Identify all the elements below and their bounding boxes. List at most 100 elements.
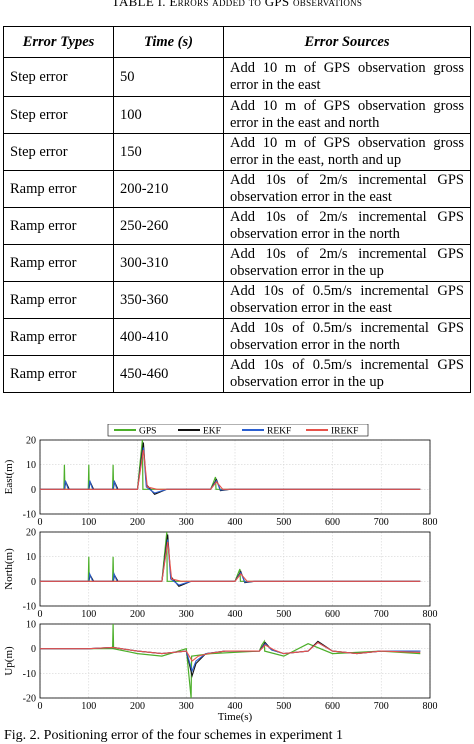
cell-error-source: Add 10s of 2m/s incremental GPS observat… <box>223 244 471 282</box>
series-line-ekf <box>40 442 421 495</box>
x-tick-label: 800 <box>423 701 438 712</box>
x-tick-label: 400 <box>228 517 243 528</box>
x-tick-label: 800 <box>423 609 438 620</box>
cell-error-type: Ramp error <box>3 170 114 208</box>
x-tick-label: 100 <box>81 517 96 528</box>
series-line-irekf <box>40 449 421 490</box>
series-line-rekf <box>40 447 421 494</box>
cell-error-source: Add 10s of 0.5m/s incremental GPS observ… <box>223 355 471 393</box>
plot-frame <box>39 623 431 699</box>
cell-error-source: Add 10s of 2m/s incremental GPS observat… <box>223 207 471 245</box>
x-tick-label: 700 <box>374 609 389 620</box>
table-row: Ramp error 200-210 Add 10s of 2m/s incre… <box>3 170 471 208</box>
x-tick-label: 700 <box>374 517 389 528</box>
plot-frame <box>39 531 431 607</box>
y-tick-label: 10 <box>26 620 36 631</box>
table-row: Ramp error 450-460 Add 10s of 0.5m/s inc… <box>3 355 471 393</box>
legend-label: IREKF <box>331 427 358 437</box>
x-tick-label: 200 <box>130 701 145 712</box>
figure-plots: 0 100 200 300 400 500 600 700 800 -10 0 10 20 East(m)… <box>0 423 474 724</box>
y-tick-label: -10 <box>23 510 36 521</box>
y-axis-label: East(m) <box>3 459 15 494</box>
cell-time: 400-410 <box>113 318 224 356</box>
x-axis-label: Time(s) <box>218 711 253 723</box>
cell-error-source: Add 10s of 0.5m/s incremental GPS observ… <box>223 318 471 356</box>
cell-time: 300-310 <box>113 244 224 282</box>
series-line-irekf <box>40 541 421 582</box>
cell-error-source: Add 10 m of GPS observation gross error … <box>223 96 471 134</box>
y-tick-label: 10 <box>26 460 36 471</box>
legend-label: GPS <box>139 427 156 437</box>
x-tick-label: 500 <box>276 609 291 620</box>
cell-time: 50 <box>113 57 224 97</box>
x-tick-label: 0 <box>38 701 43 712</box>
y-tick-label: 0 <box>31 644 36 655</box>
plot-frame <box>39 439 431 515</box>
figure-caption: Fig. 2. Positioning error of the four sc… <box>4 728 344 743</box>
x-tick-label: 600 <box>325 517 340 528</box>
y-tick-label: -10 <box>23 602 36 613</box>
cell-error-source: Add 10s of 2m/s incremental GPS observat… <box>223 170 471 208</box>
table-row: Ramp error 350-360 Add 10s of 0.5m/s inc… <box>3 281 471 319</box>
y-tick-label: 10 <box>26 552 36 563</box>
x-tick-label: 800 <box>423 517 438 528</box>
cell-time: 200-210 <box>113 170 224 208</box>
table-row: Ramp error 250-260 Add 10s of 2m/s incre… <box>3 207 471 245</box>
header-time: Time (s) <box>113 26 224 58</box>
x-tick-label: 600 <box>325 701 340 712</box>
series-line-ekf <box>40 640 421 678</box>
x-tick-label: 300 <box>179 517 194 528</box>
legend-box <box>107 423 369 437</box>
header-error-types: Error Types <box>3 26 114 58</box>
y-tick-label: -20 <box>23 694 36 705</box>
x-tick-label: 200 <box>130 517 145 528</box>
series-line-gps <box>40 623 421 699</box>
table-row: Ramp error 400-410 Add 10s of 0.5m/s inc… <box>3 318 471 356</box>
cell-time: 450-460 <box>113 355 224 393</box>
y-tick-label: 20 <box>26 528 36 539</box>
x-tick-label: 100 <box>81 609 96 620</box>
cell-error-source: Add 10 m of GPS observation gross error … <box>223 57 471 97</box>
x-tick-label: 100 <box>81 701 96 712</box>
error-table: Error Types Time (s) Error Sources Step … <box>3 26 471 393</box>
table-row: Ramp error 300-310 Add 10s of 2m/s incre… <box>3 244 471 282</box>
x-tick-label: 300 <box>179 609 194 620</box>
cell-time: 150 <box>113 133 224 171</box>
cell-error-type: Ramp error <box>3 355 114 393</box>
series-line-ekf <box>40 534 421 587</box>
x-tick-label: 200 <box>130 609 145 620</box>
series-line-rekf <box>40 539 421 586</box>
table-row: Step error 50 Add 10 m of GPS observatio… <box>3 57 471 97</box>
table-caption: TABLE I. Errors added to GPS observation… <box>111 0 363 9</box>
cell-error-type: Step error <box>3 133 114 171</box>
cell-time: 250-260 <box>113 207 224 245</box>
y-axis-label: North(m) <box>3 548 15 590</box>
y-tick-label: 0 <box>31 485 36 496</box>
cell-error-source: Add 10 m of GPS observation gross error … <box>223 133 471 171</box>
cell-time: 100 <box>113 96 224 134</box>
cell-error-type: Ramp error <box>3 207 114 245</box>
y-tick-label: 0 <box>31 577 36 588</box>
x-tick-label: 400 <box>228 609 243 620</box>
cell-error-type: Step error <box>3 57 114 97</box>
series-line-irekf <box>40 641 421 662</box>
x-tick-label: 700 <box>374 701 389 712</box>
x-tick-label: 0 <box>38 609 43 620</box>
cell-error-type: Ramp error <box>3 281 114 319</box>
plots-svg: 0 100 200 300 400 500 600 700 800-1001020East(m)… <box>3 423 438 723</box>
table-header-row: Error Types Time (s) Error Sources <box>3 26 471 58</box>
x-tick-label: 500 <box>276 517 291 528</box>
header-error-sources: Error Sources <box>223 26 471 58</box>
legend-label: EKF <box>203 427 221 437</box>
x-tick-label: 300 <box>179 701 194 712</box>
x-tick-label: 600 <box>325 609 340 620</box>
cell-error-type: Ramp error <box>3 318 114 356</box>
series-line-rekf <box>40 641 421 673</box>
table-row: Step error 150 Add 10 m of GPS observati… <box>3 133 471 171</box>
x-tick-label: 500 <box>276 701 291 712</box>
x-tick-label: 400 <box>228 701 243 712</box>
x-tick-label: 0 <box>38 517 43 528</box>
table-row: Step error 100 Add 10 m of GPS observati… <box>3 96 471 134</box>
cell-time: 350-360 <box>113 281 224 319</box>
legend-label: REKF <box>267 427 291 437</box>
